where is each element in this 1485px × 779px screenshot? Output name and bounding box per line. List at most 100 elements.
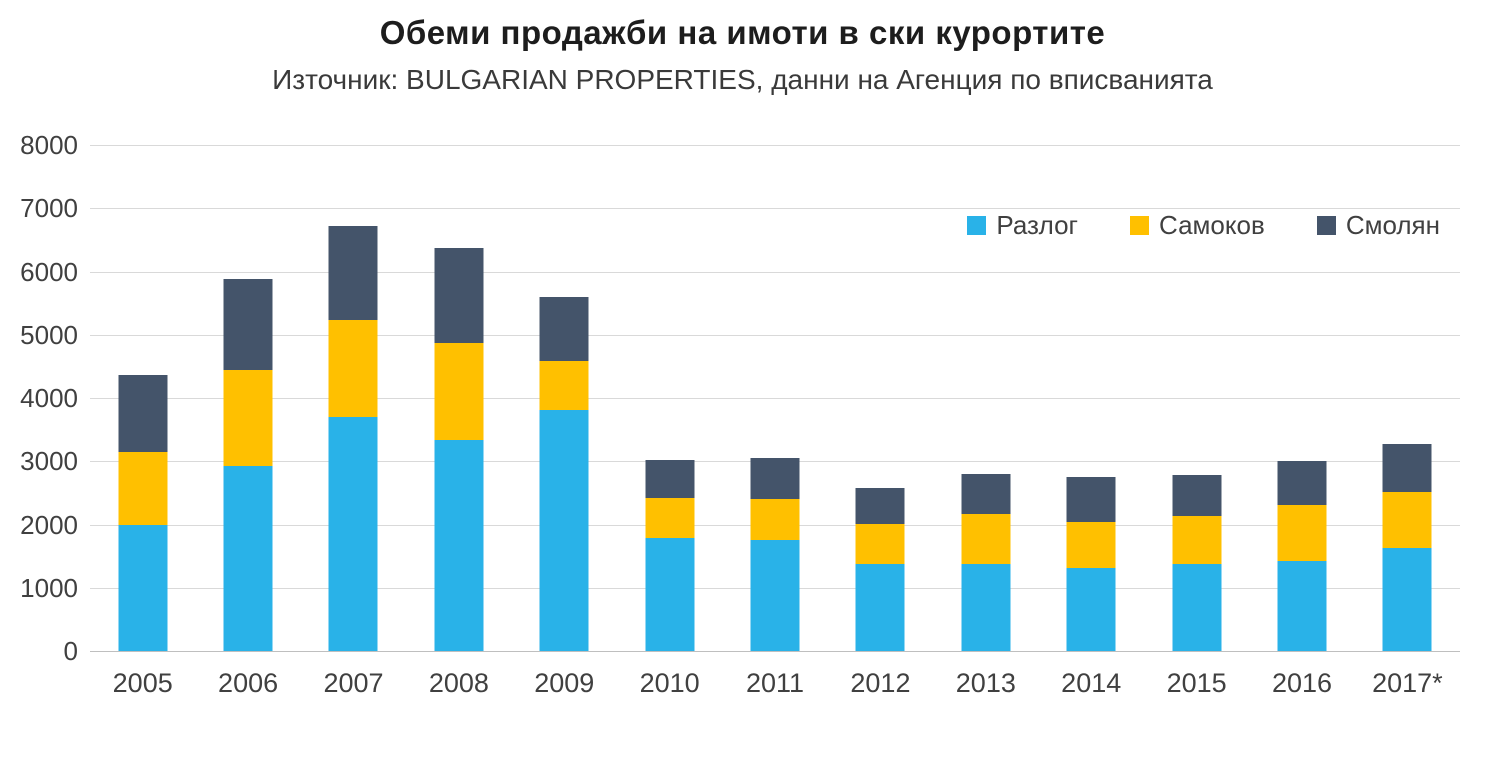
bar-segment (1172, 474, 1222, 517)
y-axis: 0 1000 2000 3000 4000 5000 6000 7000 8000 (6, 132, 78, 664)
bar-segment (855, 523, 905, 565)
bar-segment (223, 465, 273, 651)
bar-column (1249, 145, 1354, 651)
gridline (90, 334, 1460, 336)
bar-segment (328, 417, 378, 651)
bar-segment (1277, 461, 1327, 505)
bar-column (195, 145, 300, 651)
legend-label: Смолян (1345, 210, 1440, 240)
y-axis-tick-label: 7000 (20, 193, 78, 224)
chart-subtitle: Източник: BULGARIAN PROPERTIES, данни на… (272, 64, 1213, 95)
plot-area (90, 145, 1460, 652)
x-axis-tick-label: 2015 (1166, 668, 1227, 698)
bar-segment (118, 451, 168, 525)
x-axis-tick-label: 2017* (1372, 668, 1443, 698)
gridline (90, 398, 1460, 399)
stacked-bar (1382, 443, 1432, 651)
x-axis-tick-label: 2010 (639, 668, 700, 698)
bar-column (722, 145, 827, 651)
x-axis-tick-label: 2011 (746, 668, 805, 698)
stacked-bar (539, 297, 589, 651)
bar-segment (539, 297, 589, 361)
x-axis-tick-label: 2014 (1061, 668, 1122, 698)
stacked-bar (1277, 461, 1327, 651)
gridline (90, 208, 1460, 210)
x-axis-tick-label: 2016 (1271, 668, 1333, 698)
bar-segment (645, 538, 695, 651)
legend-item: Смолян (1316, 210, 1440, 240)
x-axis-tick-label: 2007 (323, 668, 384, 698)
bar-segment (328, 320, 378, 417)
bar-segment (434, 343, 484, 441)
bar-columns (90, 145, 1460, 651)
stacked-bar (434, 247, 484, 651)
bar-segment (223, 370, 273, 466)
bar-segment (1066, 567, 1116, 651)
y-axis-tick-label: 3000 (20, 446, 78, 477)
x-axis-tick-label: 2008 (428, 668, 489, 698)
bar-segment (750, 457, 800, 499)
stacked-bar (855, 487, 905, 651)
x-axis-tick-label: 2006 (218, 668, 279, 698)
legend-label: Самоков (1159, 210, 1265, 240)
legend: Разлог Самоков Смолян (967, 212, 1440, 238)
bar-column (512, 145, 617, 651)
bar-segment (1066, 476, 1116, 522)
bar-column (1355, 145, 1460, 651)
bar-segment (855, 564, 905, 651)
bar-column (617, 145, 722, 651)
bar-segment (1172, 516, 1222, 565)
bar-segment (328, 226, 378, 321)
bar-segment (750, 498, 800, 540)
bar-segment (961, 514, 1011, 565)
bar-segment (118, 374, 168, 452)
bar-segment (645, 497, 695, 539)
bar-segment (434, 247, 484, 344)
bar-column (933, 145, 1038, 651)
gridline (90, 145, 1460, 146)
bar-segment (223, 279, 273, 371)
bar-segment (1277, 561, 1327, 651)
bar-segment (118, 524, 168, 651)
bar-segment (645, 460, 695, 498)
bar-segment (1382, 492, 1432, 548)
bar-segment (1277, 504, 1327, 562)
bar-segment (1382, 547, 1432, 651)
gridline (90, 271, 1460, 273)
bar-segment (1066, 522, 1116, 568)
y-axis-tick-label: 8000 (20, 130, 78, 160)
bar-column (828, 145, 933, 651)
stacked-bar (961, 473, 1011, 651)
stacked-bar (223, 279, 273, 651)
bar-segment (434, 440, 484, 651)
stacked-bar (1172, 474, 1222, 651)
x-axis-tick-label: 2012 (850, 668, 911, 698)
stacked-bar (645, 460, 695, 651)
bar-column (1039, 145, 1144, 651)
x-axis: 2005 2006 2007 2008 2009 2010 2011 2012 2013 2014… (90, 668, 1460, 699)
legend-swatch (1130, 215, 1150, 235)
x-axis-tick-label: 2005 (112, 668, 173, 698)
bar-segment (855, 487, 905, 524)
y-axis-tick-label: 0 (63, 636, 78, 666)
bar-column (90, 145, 195, 651)
bar-segment (1382, 443, 1432, 493)
y-axis-tick-label: 1000 (20, 572, 78, 603)
x-axis-tick-label: 2013 (955, 668, 1016, 698)
stacked-bar (328, 226, 378, 651)
legend-label: Разлог (996, 210, 1079, 240)
stacked-bar (118, 374, 168, 651)
bar-column (301, 145, 406, 651)
bar-segment (1172, 564, 1222, 651)
y-axis-tick-label: 2000 (20, 509, 78, 540)
gridline (90, 651, 1460, 652)
stacked-bar (1066, 476, 1116, 651)
bar-segment (961, 473, 1011, 515)
y-axis-tick-label: 4000 (20, 383, 78, 413)
chart-title: Обеми продажби на имоти в ски курортите (379, 14, 1106, 51)
y-axis-tick-label: 5000 (20, 319, 78, 350)
bar-segment (539, 360, 589, 410)
legend-item: Разлог (967, 212, 1078, 238)
bar-segment (961, 564, 1011, 651)
legend-swatch (967, 215, 987, 235)
